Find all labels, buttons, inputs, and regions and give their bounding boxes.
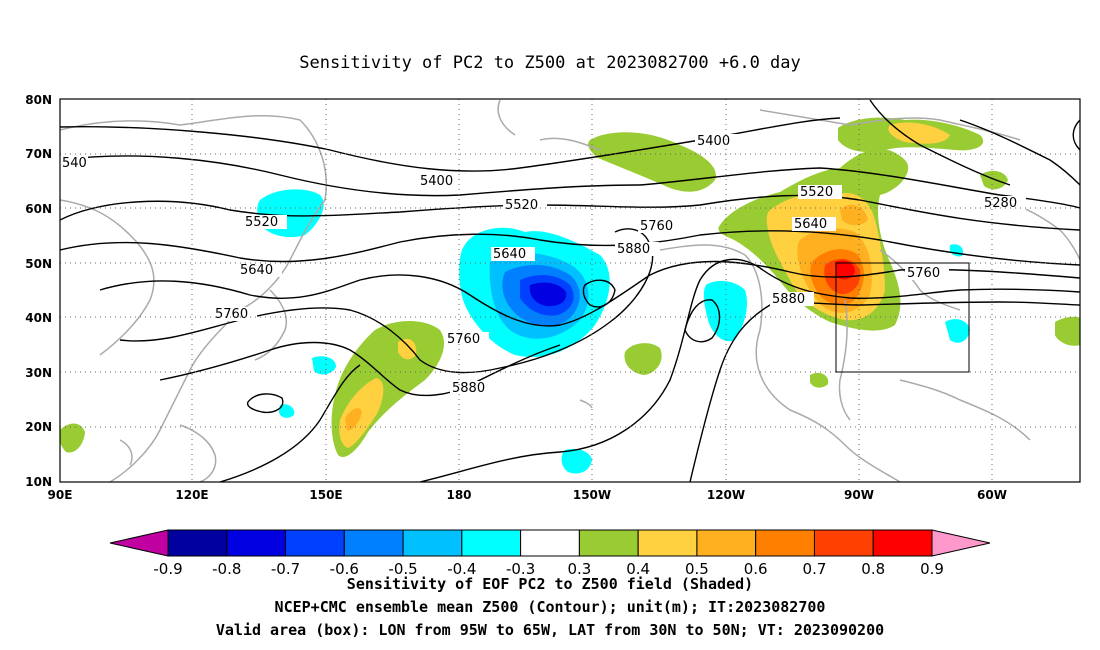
map-area: 540 5400 5520 5520 5640 5760 5640 5520 5…: [60, 99, 1080, 482]
colorbar-swatch: [402, 529, 463, 557]
colorbar-swatch: [520, 529, 580, 557]
colorbar-tick-label: 0.4: [626, 560, 650, 578]
colorbar-tick-label: -0.7: [271, 560, 300, 578]
lat-tick-label: 50N: [25, 257, 52, 271]
lat-tick-label: 70N: [25, 147, 52, 161]
contour-label: 5640: [794, 217, 827, 232]
lat-tick-label: 20N: [25, 420, 52, 434]
colorbar-swatch: [285, 529, 345, 557]
colorbar-tick-label: 0.6: [744, 560, 768, 578]
colorbar-swatch: [696, 529, 757, 557]
colorbar-tick-label: 0.8: [861, 560, 885, 578]
contour-label: 5520: [245, 215, 278, 230]
contour-label: 5400: [697, 134, 730, 149]
lat-tick-label: 40N: [25, 311, 52, 325]
lon-tick-label: 90W: [844, 488, 874, 502]
contour-label: 5520: [800, 185, 833, 200]
contour-label: 5760: [907, 266, 940, 281]
colorbar-tick-label: 0.9: [920, 560, 944, 578]
contour-label: 5880: [452, 381, 485, 396]
lat-tick-label: 10N: [25, 475, 52, 489]
contour-label: 5880: [772, 292, 805, 307]
contour-label: 5640: [240, 263, 273, 278]
contour-label: 5880: [617, 242, 650, 257]
colorbar-tick-label: 0.3: [567, 560, 591, 578]
colorbar-tick-label: -0.3: [506, 560, 535, 578]
lon-tick-label: 90E: [48, 488, 73, 502]
colorbar-extend-low: [109, 529, 169, 557]
colorbar-swatch: [461, 529, 522, 557]
colorbar-tick-label: 0.7: [803, 560, 827, 578]
colorbar-swatch: [578, 529, 639, 557]
lon-tick-label: 150E: [309, 488, 342, 502]
colorbar-tick-label: 0.5: [685, 560, 709, 578]
colorbar-swatch: [813, 529, 874, 557]
lat-tick-label: 30N: [25, 366, 52, 380]
colorbar-tick-label: -0.8: [212, 560, 241, 578]
colorbar-swatch: [226, 529, 287, 557]
contour-label: 5280: [984, 196, 1017, 211]
caption-line-3: Valid area (box): LON from 95W to 65W, L…: [216, 621, 884, 639]
contour-label: 5760: [447, 332, 480, 347]
coastlines: [60, 99, 1080, 482]
colorbar: -0.9 -0.8 -0.7 -0.6 -0.5 -0.4 -0.3 0.3 0.4 0.5 0.6…: [109, 529, 991, 578]
caption-line-1: Sensitivity of EOF PC2 to Z500 field (Sh…: [347, 575, 753, 593]
lon-tick-label: 150W: [573, 488, 611, 502]
figure-title: Sensitivity of PC2 to Z500 at 2023082700…: [299, 53, 801, 73]
colorbar-tick-label: -0.4: [447, 560, 476, 578]
map-frame: [59, 98, 1081, 483]
lon-tick-label: 120W: [707, 488, 745, 502]
contour-label: 540: [62, 156, 87, 171]
contour-labels: 540 5400 5520 5520 5640 5760 5640 5520 5…: [60, 134, 1026, 396]
colorbar-swatch: [755, 529, 815, 557]
lat-tick-label: 60N: [25, 202, 52, 216]
valid-area-box: [835, 262, 970, 373]
caption-line-2: NCEP+CMC ensemble mean Z500 (Contour); u…: [275, 598, 826, 616]
contour-label: 5640: [493, 247, 526, 262]
contour-label: 5400: [420, 174, 453, 189]
colorbar-tick-label: -0.5: [388, 560, 417, 578]
colorbar-tick-label: -0.9: [153, 560, 182, 578]
colorbar-swatch: [167, 529, 228, 557]
colorbar-swatch: [637, 529, 698, 557]
latitude-labels: 80N 70N 60N 50N 40N 30N 20N 10N: [25, 93, 52, 489]
lon-tick-label: 120E: [175, 488, 208, 502]
lon-tick-label: 60W: [977, 488, 1007, 502]
lat-tick-label: 80N: [25, 93, 52, 107]
contour-label: 5760: [215, 307, 248, 322]
longitude-labels: 90E 120E 150E 180 150W 120W 90W 60W: [48, 488, 1007, 502]
colorbar-tick-label: -0.6: [330, 560, 359, 578]
lon-tick-label: 180: [446, 488, 471, 502]
colorbar-swatch: [872, 529, 933, 557]
contour-label: 5520: [505, 198, 538, 213]
colorbar-extend-high: [931, 529, 991, 557]
contour-label: 5760: [640, 219, 673, 234]
colorbar-swatch: [343, 529, 404, 557]
